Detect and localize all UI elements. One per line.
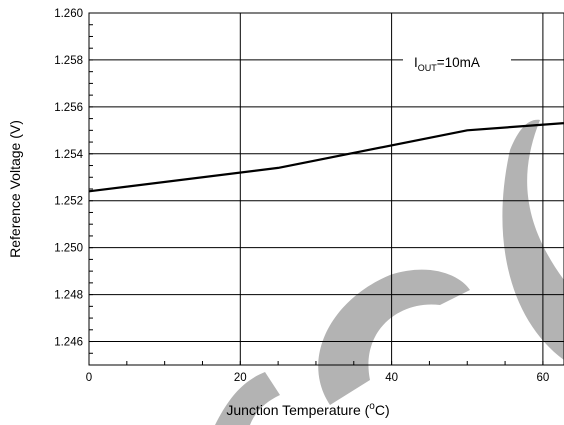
y-tick-label: 1.252 bbox=[54, 196, 83, 208]
watermark-arc-bottom bbox=[318, 269, 470, 405]
watermark bbox=[215, 119, 564, 425]
x-axis-title-prefix: Junction Temperature ( bbox=[226, 402, 369, 418]
y-tick-label: 1.246 bbox=[54, 337, 83, 349]
y-tick-label: 1.250 bbox=[54, 243, 83, 255]
y-tick-label: 1.258 bbox=[54, 55, 83, 67]
annotation-main: I bbox=[414, 55, 418, 70]
x-axis-title-suffix: C) bbox=[375, 402, 390, 418]
y-tick-label: 1.254 bbox=[54, 149, 83, 161]
series-layer bbox=[88, 122, 564, 193]
x-axis-ticks: 020406080100120 bbox=[86, 361, 550, 384]
annotation-iout: IOUT=10mA bbox=[403, 50, 511, 73]
y-axis-ticks: 1.246 1.248 1.250 1.252 1.254 1.256 1.258 1.260 bbox=[54, 8, 93, 366]
x-axis-title-superscript: o bbox=[369, 401, 375, 412]
watermark-arc-right bbox=[502, 119, 564, 360]
annotation-suffix: =10mA bbox=[437, 55, 480, 70]
x-tick-label: 0 bbox=[86, 372, 92, 384]
series-line bbox=[88, 122, 564, 193]
svg-text:IOUT=10mA: IOUT=10mA bbox=[414, 55, 480, 73]
y-tick-label: 1.248 bbox=[54, 290, 83, 302]
annotation-background bbox=[403, 50, 511, 72]
x-tick-label: 60 bbox=[537, 372, 550, 384]
annotation-subscript: OUT bbox=[418, 63, 438, 73]
x-tick-label: 40 bbox=[385, 372, 398, 384]
y-tick-label: 1.260 bbox=[54, 8, 83, 20]
x-tick-label: 20 bbox=[234, 372, 247, 384]
x-axis-title: Junction Temperature (oC) bbox=[226, 401, 389, 418]
y-axis-title: Reference Voltage (V) bbox=[7, 120, 23, 258]
watermark-arc-bottom-left bbox=[215, 372, 280, 425]
y-tick-label: 1.256 bbox=[54, 102, 83, 114]
